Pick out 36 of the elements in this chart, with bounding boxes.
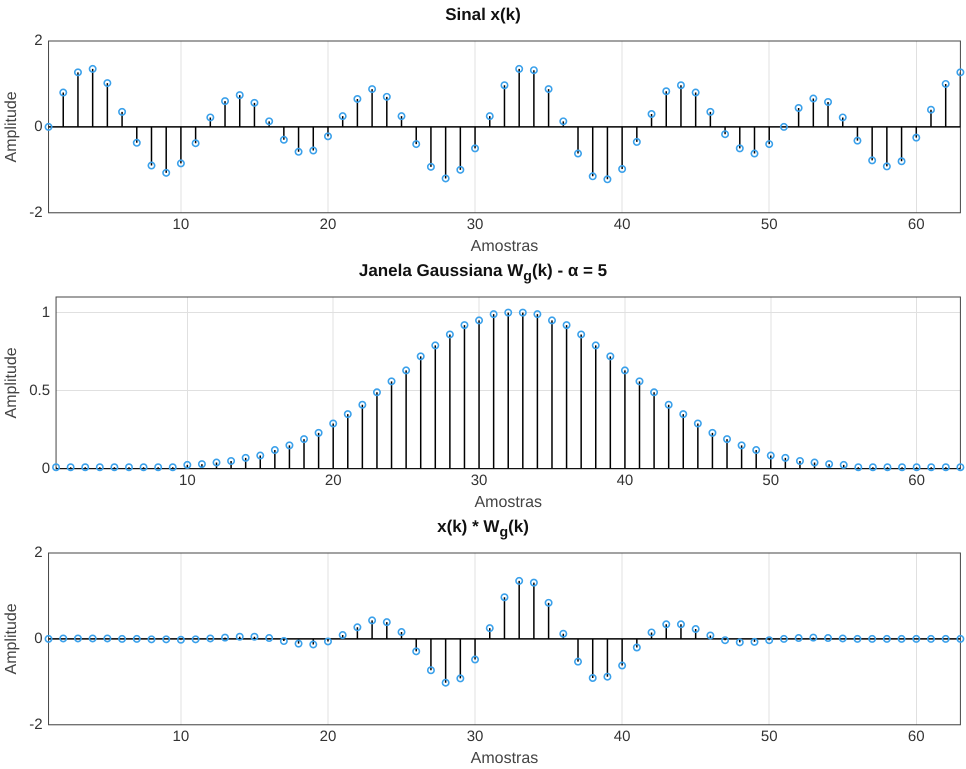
x-tick-label: 10 (172, 728, 190, 745)
chart-title: x(k) * W$_{g}$(k) (436, 516, 530, 542)
x-tick-label: 50 (760, 216, 778, 233)
x-axis-title: Amostras (474, 494, 542, 511)
x-tick-label: 50 (762, 472, 780, 489)
x-tick-label: 10 (172, 216, 190, 233)
x-tick-label: 60 (908, 728, 925, 745)
x-axis-title: Amostras (470, 750, 538, 767)
x-tick-label: 30 (470, 472, 488, 489)
x-tick-label: 10 (178, 472, 196, 489)
chart-title: Sinal x(k) (444, 4, 522, 26)
y-tick-label: 0 (34, 118, 43, 136)
x-tick-label: 30 (466, 728, 484, 745)
chart-title: Janela Gaussiana W$_{g}$(k) - α = 5 (358, 260, 608, 286)
x-tick-label: 50 (760, 728, 778, 745)
y-tick-label: 0.5 (29, 382, 50, 399)
x-tick-label: 40 (616, 472, 634, 489)
y-axis-title: Amplitude (3, 603, 20, 674)
x-tick-label: 40 (614, 216, 630, 233)
x-tick-label: 60 (908, 216, 925, 233)
y-tick-label: 2 (34, 544, 43, 562)
y-tick-label: 0 (42, 460, 50, 477)
y-tick-label: -2 (29, 716, 43, 733)
x-axis-title: Amostras (470, 238, 538, 255)
x-tick-label: 20 (320, 216, 336, 233)
y-axis-title: Amplitude (3, 91, 20, 162)
x-tick-label: 30 (466, 216, 484, 233)
x-tick-label: 40 (614, 728, 630, 745)
y-tick-label: 1 (42, 304, 50, 321)
x-tick-label: 20 (320, 728, 336, 745)
y-tick-label: -2 (29, 204, 43, 221)
y-tick-label: 0 (34, 630, 43, 648)
x-tick-label: 20 (324, 472, 342, 489)
x-tick-label: 60 (908, 472, 925, 489)
y-tick-label: 2 (34, 32, 43, 50)
y-axis-title: Amplitude (3, 347, 20, 418)
